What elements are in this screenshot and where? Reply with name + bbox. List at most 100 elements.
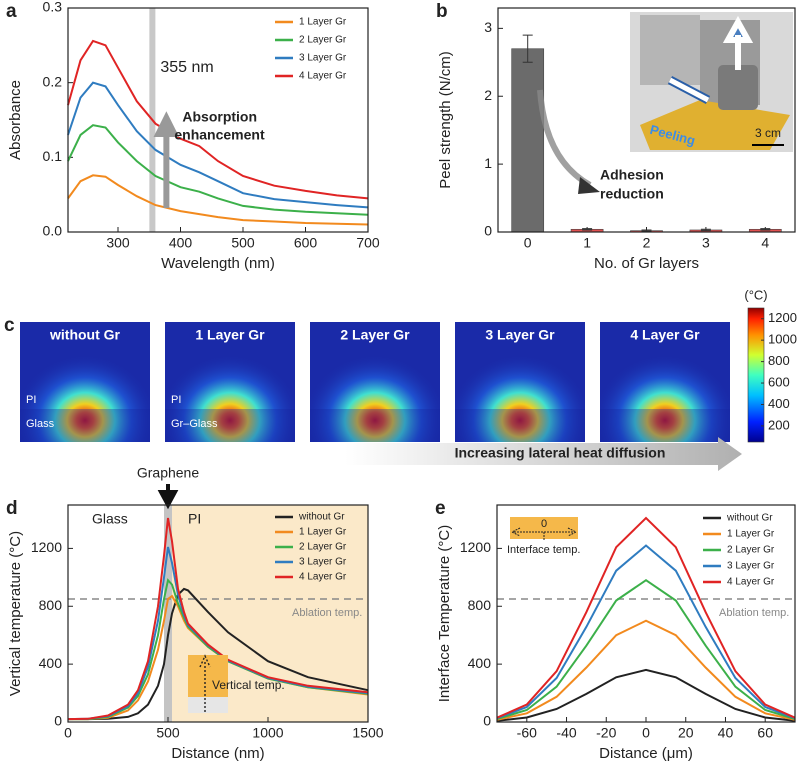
plot-frame (67, 7, 369, 233)
y-axis-label: Interface Temperature (°C) (436, 525, 453, 702)
error-bar (582, 228, 593, 231)
colorbar-tick-label: 600 (768, 374, 790, 389)
x-tick-label: 500 (156, 725, 180, 741)
x-tick-label: -40 (556, 725, 576, 741)
graphene-band (164, 505, 172, 722)
panel-title: 4 Layer Gr (630, 327, 700, 343)
arrow (153, 111, 180, 208)
x-tick-label: 2 (643, 235, 651, 251)
inset-film (640, 100, 790, 150)
error-bar (641, 229, 652, 232)
colorbar-label: (°C) (744, 287, 767, 302)
y-tick-label: 0 (54, 713, 62, 729)
panel-title: 2 Layer Gr (340, 327, 410, 343)
y-tick-label: 0.3 (43, 0, 63, 15)
series-line (68, 587, 369, 721)
y-tick-label: 0.2 (43, 73, 63, 89)
panel-label: b (436, 1, 448, 22)
panel-label: c (4, 315, 15, 336)
y-axis-label: Peel strength (N/cm) (437, 51, 454, 189)
y-tick-label: 800 (39, 597, 63, 613)
x-tick-label: 3 (702, 235, 710, 251)
series-line (67, 39, 369, 200)
y-tick-label: 400 (468, 655, 492, 671)
plot-frame (496, 504, 796, 723)
x-tick-label: 400 (169, 235, 193, 251)
x-tick-label: 1000 (252, 725, 283, 741)
inset-arrow (722, 15, 754, 70)
x-tick-label: 40 (718, 725, 734, 741)
y-tick-label: 400 (39, 655, 63, 671)
legend-label: 3 Layer Gr (727, 561, 775, 572)
panel-title: without Gr (49, 327, 121, 343)
y-tick-label: 2 (484, 87, 492, 103)
x-axis-label: Distance (nm) (171, 745, 264, 762)
colorbar-tick-label: 800 (768, 353, 790, 368)
legend-label: 1 Layer Gr (299, 527, 347, 538)
x-tick-label: 1500 (352, 725, 383, 741)
layer-label: Gr–Glass (171, 418, 218, 430)
series-line (496, 544, 796, 720)
inset (510, 517, 578, 539)
error-bar (522, 34, 533, 63)
series-line (496, 578, 796, 720)
heatmap-glow (310, 322, 440, 442)
heatmap-glow (20, 322, 150, 442)
x-tick-label: 4 (761, 235, 769, 251)
x-tick-label: 1 (583, 235, 591, 251)
y-axis-label: Absorbance (7, 80, 24, 160)
legend-label: 4 Layer Gr (299, 71, 347, 82)
layer-label: PI (26, 394, 36, 406)
annotation: Graphene (137, 465, 199, 481)
y-tick-label: 800 (468, 597, 492, 613)
annotation: Vertical temp. (212, 678, 285, 692)
legend-label: without Gr (726, 513, 773, 524)
inset (188, 697, 228, 713)
legend-label: 1 Layer Gr (727, 529, 775, 540)
legend-label: 3 Layer Gr (299, 557, 347, 568)
arrow-label: Increasing lateral heat diffusion (455, 445, 666, 461)
x-tick-label: 0 (642, 725, 650, 741)
substrate (20, 409, 150, 442)
plot-frame (497, 7, 796, 233)
x-tick-label: 700 (356, 235, 380, 251)
layer-label: PI (171, 394, 181, 406)
y-axis-label: Vertical temperature (°C) (7, 531, 24, 696)
panel-title: 1 Layer Gr (195, 327, 265, 343)
substrate (165, 409, 295, 442)
x-axis-label: No. of Gr layers (594, 255, 699, 272)
inset-arrow (199, 654, 211, 712)
legend-label: 2 Layer Gr (299, 542, 347, 553)
inset-arrow (510, 527, 578, 540)
bar (511, 48, 545, 233)
x-tick-label: 20 (678, 725, 694, 741)
inset-photo (640, 15, 700, 85)
plot-frame (67, 504, 369, 723)
series-line (67, 517, 369, 721)
series-line (496, 619, 796, 721)
panel-label: d (6, 498, 18, 519)
colorbar (747, 307, 765, 443)
inset-clamp (718, 65, 758, 110)
arrow-head (578, 177, 600, 194)
series-line (67, 174, 369, 226)
x-tick-label: -20 (596, 725, 616, 741)
annotation: PI (188, 511, 201, 527)
legend-label: without Gr (298, 512, 345, 523)
series-line (67, 81, 369, 209)
substrate (455, 409, 585, 442)
heatmap-glow (165, 322, 295, 442)
inset-arrow (668, 77, 710, 103)
y-tick-label: 3 (484, 19, 492, 35)
layer-label: Glass (26, 418, 55, 430)
x-tick-label: 0 (64, 725, 72, 741)
y-tick-label: 0 (484, 223, 492, 239)
annotation: Adhesion (600, 167, 664, 183)
big-arrow (345, 437, 742, 471)
legend-label: 3 Layer Gr (299, 53, 347, 64)
legend-label: 4 Layer Gr (299, 572, 347, 583)
series-line (67, 124, 369, 216)
substrate (600, 409, 730, 442)
